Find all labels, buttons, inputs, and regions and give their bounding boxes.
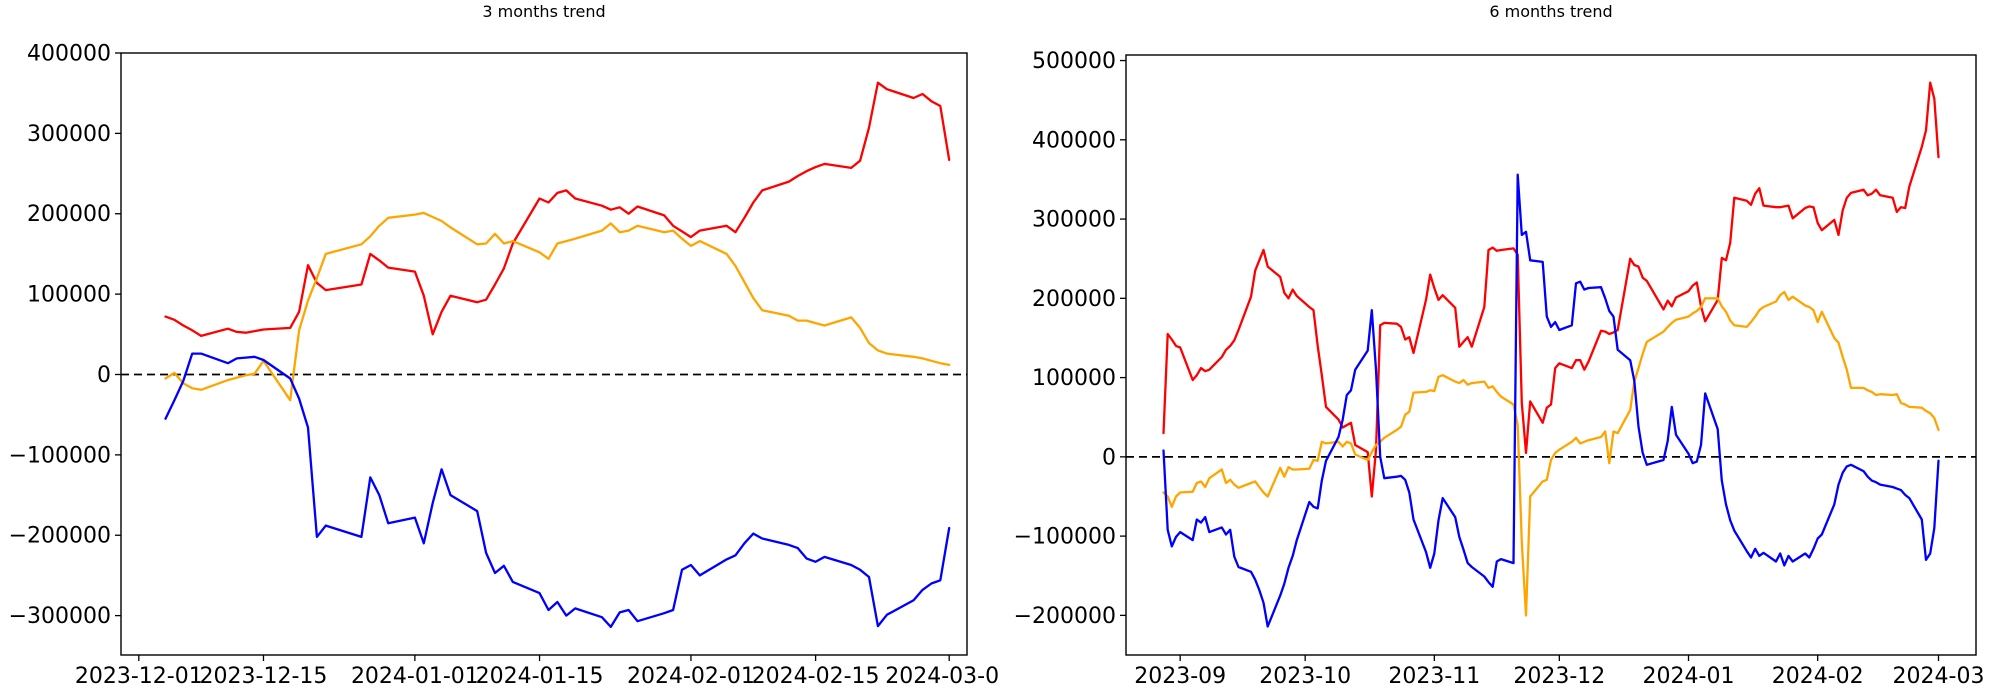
- chart-6-months-trend: 6 months trend 2023-09 2023-10 2023-11 2023…: [1000, 0, 2000, 700]
- plot-area-6-months: 2023-09 2023-10 2023-11 2023-12 2024-01 2024-…: [1014, 49, 1985, 689]
- y-tick-label: 100000: [27, 283, 111, 308]
- x-tick-label: 2023-11: [1388, 664, 1480, 689]
- y-tick-label: 100000: [1032, 366, 1116, 391]
- y-tick-label: 400000: [27, 42, 111, 67]
- y-tick-label: 200000: [1032, 287, 1116, 312]
- y-tick-label: 300000: [27, 122, 111, 147]
- x-tick-label: 2024-02-15: [752, 664, 880, 689]
- x-tick-label: 2023-12-15: [200, 664, 328, 689]
- x-tick-label: 2024-03: [1893, 664, 1985, 689]
- x-tick-label: 2024-01-15: [476, 664, 604, 689]
- x-tick-label: 2024-02-01: [627, 664, 755, 689]
- y-tick-label: 200000: [27, 202, 111, 227]
- chart-3-months-trend: 3 months trend 2023-12-01 2023-12-15 2024-…: [9, 2, 1000, 690]
- chart-title-3-months: 3 months trend: [482, 2, 606, 21]
- y-tick-label: 400000: [1032, 128, 1116, 153]
- y-tick-label: 500000: [1032, 49, 1116, 74]
- y-tick-label: −200000: [1014, 604, 1116, 629]
- y-tick-label: 300000: [1032, 208, 1116, 233]
- x-tick-label: 2024-03-01: [885, 664, 1000, 689]
- orange-series-line: [164, 211, 951, 402]
- axes-frame: [120, 52, 968, 656]
- y-tick-label: −200000: [9, 524, 111, 549]
- blue-series-line: [1162, 173, 1940, 628]
- axes-frame: [1125, 54, 1977, 656]
- x-tick-label: 2024-02: [1772, 664, 1864, 689]
- y-tick-label: 0: [1102, 445, 1116, 470]
- orange-series-line: [1162, 290, 1940, 617]
- x-tick-label: 2024-01: [1643, 664, 1735, 689]
- y-tick-label: −300000: [9, 604, 111, 629]
- x-tick-label: 2024-01-01: [351, 664, 479, 689]
- red-series-line: [164, 81, 951, 338]
- x-tick-label: 2023-09: [1134, 664, 1226, 689]
- x-tick-label: 2023-12-01: [75, 664, 203, 689]
- chart-title-6-months: 6 months trend: [1489, 2, 1613, 21]
- blue-series-line: [164, 352, 951, 629]
- x-tick-label: 2023-10: [1259, 664, 1351, 689]
- red-series-line: [1162, 81, 1940, 498]
- y-tick-label: 0: [97, 363, 111, 388]
- y-tick-label: −100000: [1014, 525, 1116, 550]
- x-tick-label: 2023-12: [1513, 664, 1605, 689]
- y-tick-label: −100000: [9, 443, 111, 468]
